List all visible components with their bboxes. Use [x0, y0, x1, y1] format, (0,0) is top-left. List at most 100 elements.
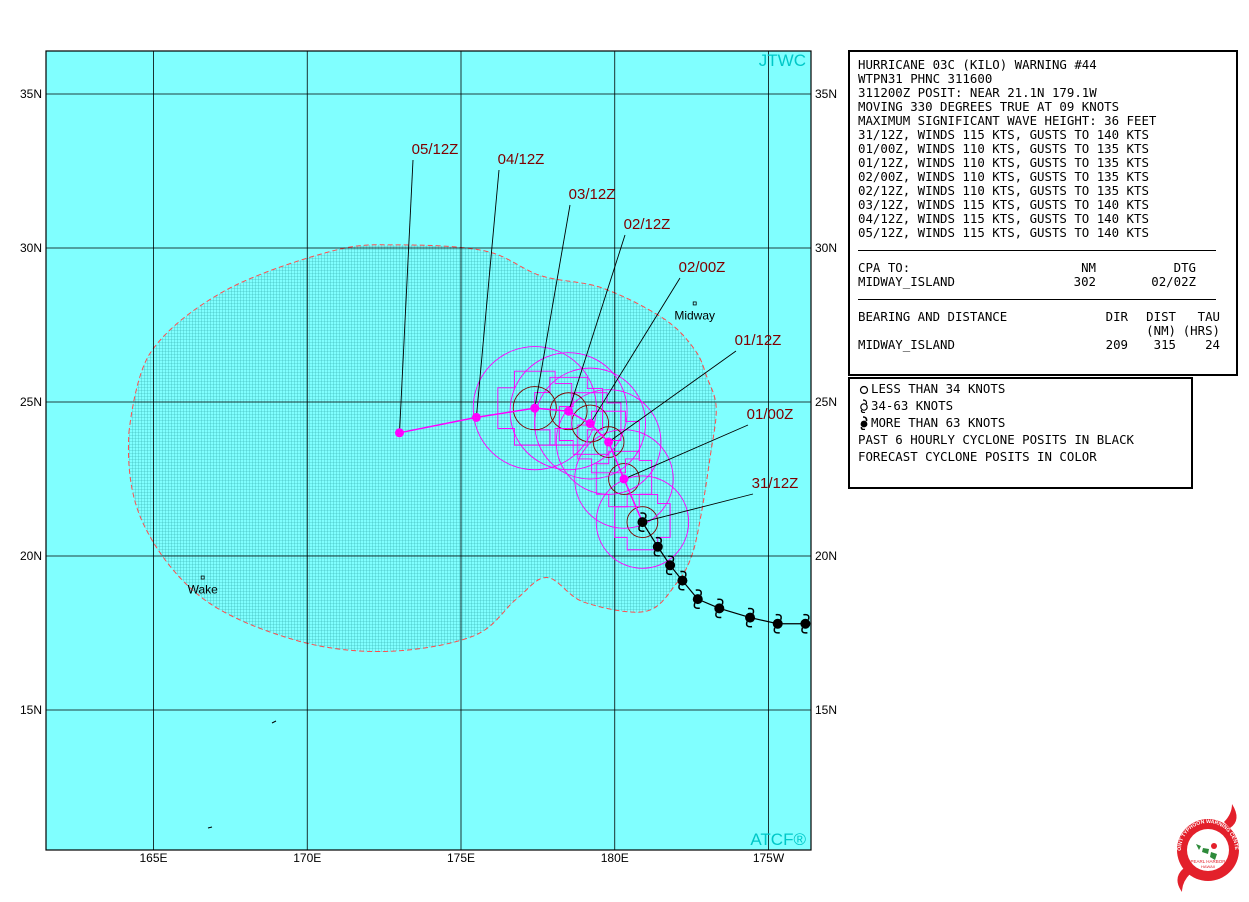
forecast-time-label: 02/12Z	[624, 216, 671, 233]
lat-tick-label-right: 30N	[815, 241, 837, 255]
cpa-header: CPA TO:	[858, 260, 911, 275]
radius-34kt	[595, 475, 690, 569]
lon-tick-label: 170E	[293, 851, 321, 865]
legend-note: PAST 6 HOURLY CYCLONE POSITS IN BLACK	[858, 431, 1135, 447]
bearing-dir: 209	[1105, 337, 1128, 352]
axis-labels: 165E 170E 175E 180E 175W 35N 35N 30N 30N 25N 25N 20…	[20, 87, 837, 865]
hurricane-arm	[680, 570, 687, 577]
forecast-track-line	[399, 407, 644, 523]
hurricane-dot	[772, 618, 783, 629]
leader-line	[568, 234, 626, 412]
hurricane-dot	[637, 517, 648, 528]
lon-tick-label: 175E	[447, 851, 475, 865]
cpa-row: MIDWAY_ISLAND 302 02/02Z	[858, 275, 1228, 289]
radius-50kt	[558, 392, 622, 455]
hurricane-symbol	[677, 570, 688, 591]
map-frame	[45, 50, 812, 851]
hurricane-symbol	[692, 589, 703, 610]
hurricane-arm	[638, 525, 645, 533]
lat-tick-label-left: 25N	[20, 395, 42, 409]
radius-64kt	[608, 463, 640, 495]
hurricane-dot	[800, 618, 811, 629]
bearing-sub-tau: (HRS)	[1182, 323, 1220, 338]
hurricane-arm	[653, 550, 660, 557]
hurricane-arm	[745, 621, 753, 628]
warning-line: WTPN31 PHNC 311600	[858, 71, 993, 86]
bearing-sub-dist: (NM)	[1146, 323, 1176, 338]
radius-50kt	[595, 450, 653, 508]
cpa-place: MIDWAY_ISLAND	[858, 274, 955, 289]
warning-line: 05/12Z, WINDS 115 KTS, GUSTS TO 140 KTS	[858, 225, 1149, 240]
bearing-header-row: BEARING AND DISTANCE DIR DIST TAU	[858, 310, 1228, 324]
place-marker	[692, 301, 697, 306]
place-label: Midway	[674, 308, 715, 322]
legend-text: 34-63 KNOTS	[871, 397, 954, 413]
hurricane-arm	[693, 602, 700, 610]
forecast-position-dot	[471, 412, 481, 422]
radius-50kt	[497, 370, 573, 446]
hurricane-symbol	[665, 555, 676, 576]
hurricane-arm	[775, 613, 782, 620]
jtwc-label: JTWC	[759, 51, 806, 70]
place-markers: Midway Wake	[188, 301, 715, 597]
warning-line: 04/12Z, WINDS 115 KTS, GUSTS TO 140 KTS	[858, 211, 1149, 226]
jtwc-logo: PEARL HARBOR HAWAII JOINT TYPHOON WARNIN…	[1172, 800, 1239, 892]
legend-text: LESS THAN 34 KNOTS	[871, 380, 1006, 396]
hurricane-arm	[773, 627, 780, 634]
forecast-position-dot	[395, 428, 404, 438]
cpa-header-row: CPA TO: NM DTG	[858, 261, 1228, 275]
hurricane-arm	[717, 598, 724, 605]
bearing-dist: 315	[1153, 337, 1176, 352]
hurricane-arm	[667, 555, 675, 562]
hurricane-arm	[803, 613, 810, 620]
danger-area	[127, 244, 717, 653]
hurricane-symbol	[745, 607, 756, 628]
lat-tick-label-left: 20N	[20, 549, 42, 563]
hurricane-arm	[655, 536, 662, 543]
lon-tick-label: 180E	[601, 851, 629, 865]
leader-line	[642, 493, 754, 523]
tropical-storm-icon	[860, 398, 868, 413]
cpa-nm: 302	[1073, 274, 1096, 289]
radius-50kt	[534, 376, 603, 446]
legend-note: FORECAST CYCLONE POSITS IN COLOR	[858, 448, 1097, 464]
warning-line: 02/00Z, WINDS 110 KTS, GUSTS TO 135 KTS	[858, 169, 1149, 184]
lat-tick-label-right: 15N	[815, 703, 837, 717]
forecast-position-dot	[585, 419, 595, 429]
legend-item: LESS THAN 34 KNOTS	[858, 380, 1183, 397]
logo-center-dot	[1211, 843, 1217, 849]
legend-panel: LESS THAN 34 KNOTS 34-63 KNOTS MORE THAN…	[848, 377, 1193, 489]
forecast-time-label: 02/00Z	[679, 259, 726, 276]
warning-panel: HURRICANE 03C (KILO) WARNING #44 WTPN31 P…	[848, 50, 1238, 376]
divider	[858, 250, 1216, 251]
radius-64kt	[549, 392, 588, 431]
lat-tick-label-left: 35N	[20, 87, 42, 101]
lat-tick-label-left: 15N	[20, 703, 42, 717]
island-mark	[207, 826, 213, 829]
bearing-place: MIDWAY_ISLAND	[858, 337, 955, 352]
leader-line	[399, 159, 414, 433]
bearing-col-dir: DIR	[1105, 309, 1128, 324]
lat-tick-label-left: 30N	[20, 241, 42, 255]
forecast-positions	[395, 403, 629, 484]
leader-line	[623, 424, 749, 480]
atcf-label: ATCF®	[750, 830, 806, 849]
hurricane-dot	[714, 603, 725, 614]
past-positions	[637, 512, 811, 634]
forecast-position-dot	[530, 403, 540, 413]
radius-64kt	[512, 386, 557, 431]
warning-line: 01/12Z, WINDS 110 KTS, GUSTS TO 135 KTS	[858, 155, 1149, 170]
island-mark	[271, 720, 277, 724]
forecast-time-label: 31/12Z	[752, 475, 799, 492]
forecast-time-label: 03/12Z	[569, 186, 616, 203]
warning-line: MOVING 330 DEGREES TRUE AT 09 KNOTS	[858, 99, 1120, 114]
forecast-time-label: 01/12Z	[735, 332, 782, 349]
hurricane-arm	[801, 627, 808, 634]
wind-radii	[472, 346, 690, 569]
warning-line: 31/12Z, WINDS 115 KTS, GUSTS TO 140 KTS	[858, 127, 1149, 142]
forecast-time-label: 01/00Z	[747, 406, 794, 423]
legend-item: 34-63 KNOTS	[858, 397, 1183, 414]
lat-lon-grid	[46, 51, 811, 850]
lat-tick-label-right: 25N	[815, 395, 837, 409]
warning-line: 01/00Z, WINDS 110 KTS, GUSTS TO 135 KTS	[858, 141, 1149, 156]
